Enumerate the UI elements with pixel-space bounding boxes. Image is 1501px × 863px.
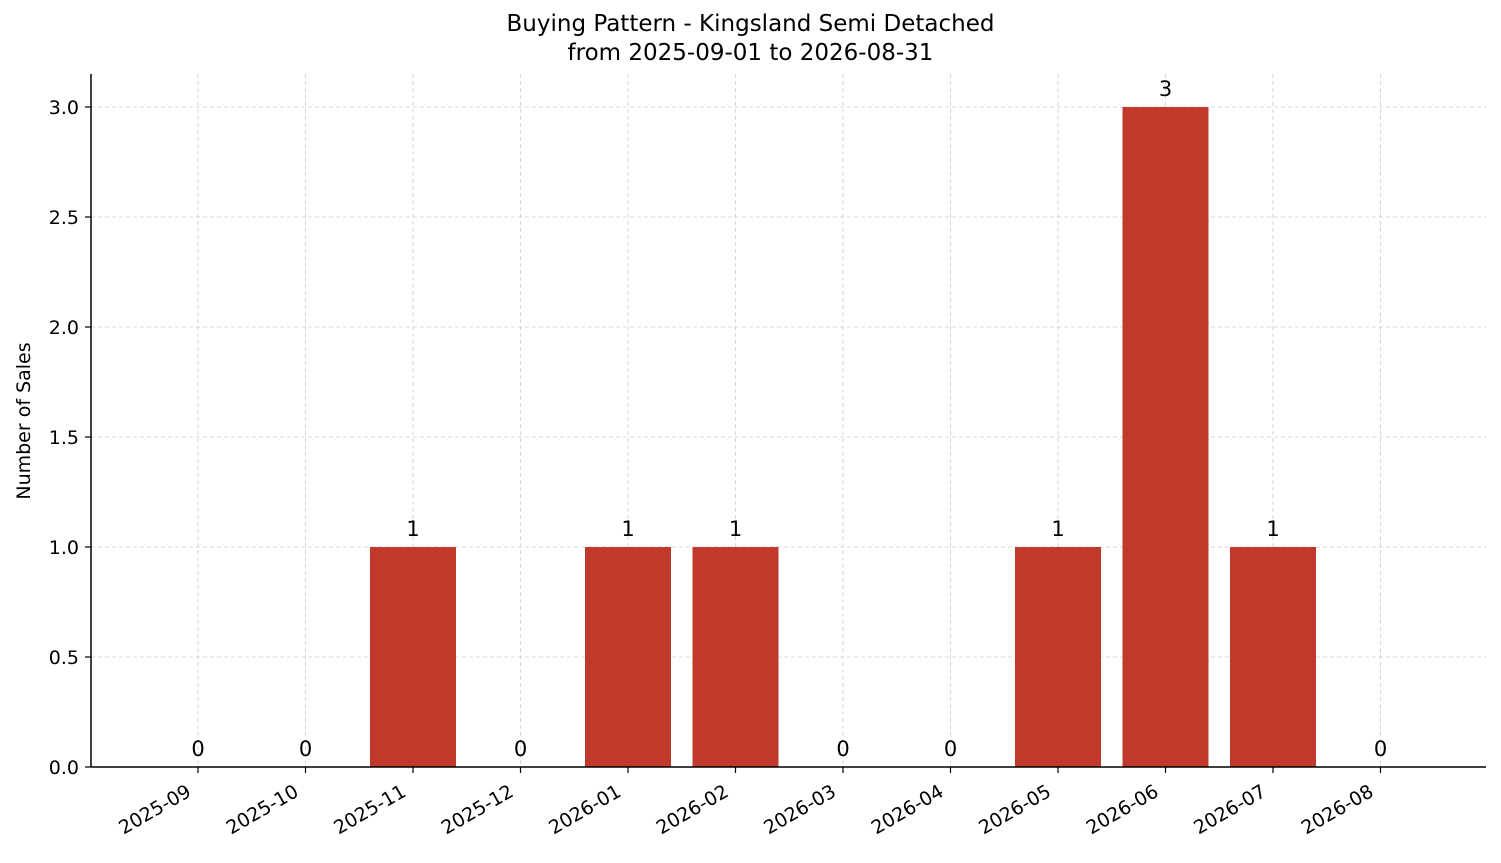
bar-2025-11 <box>370 547 456 767</box>
x-tick-label: 2025-09 <box>115 780 195 839</box>
x-tick-label: 2026-07 <box>1190 780 1270 839</box>
x-tick-label: 2026-03 <box>760 780 840 839</box>
data-label: 0 <box>191 737 204 761</box>
data-label: 1 <box>1266 517 1279 541</box>
x-tick-label: 2026-05 <box>975 780 1055 839</box>
x-tick-label: 2026-06 <box>1083 780 1163 839</box>
data-labels: 0 0 1 0 1 1 0 0 1 3 1 0 <box>191 77 1387 761</box>
data-label: 1 <box>406 517 419 541</box>
y-tick-label: 0.0 <box>49 757 79 779</box>
data-label: 0 <box>299 737 312 761</box>
y-tick-label: 2.5 <box>49 207 79 229</box>
bar-2026-01 <box>585 547 671 767</box>
chart-subtitle: from 2025-09-01 to 2026-08-31 <box>567 40 934 66</box>
data-label: 0 <box>944 737 957 761</box>
bar-2026-06 <box>1122 107 1209 767</box>
chart-title: Buying Pattern - Kingsland Semi Detached <box>506 11 995 37</box>
x-ticks: 2025-09 2025-10 2025-11 2025-12 2026-01 2026-… <box>115 767 1382 839</box>
data-label: 1 <box>621 517 634 541</box>
x-tick-label: 2025-12 <box>438 780 518 839</box>
y-tick-label: 1.5 <box>49 427 79 449</box>
data-label: 0 <box>514 737 527 761</box>
x-tick-label: 2026-02 <box>653 780 733 839</box>
bars <box>370 107 1316 767</box>
y-tick-label: 3.0 <box>49 97 79 119</box>
x-tick-label: 2026-04 <box>868 780 948 839</box>
data-label: 1 <box>1051 517 1064 541</box>
axes <box>90 74 1486 768</box>
y-ticks: 0.0 0.5 1.0 1.5 2.0 2.5 3.0 <box>49 97 91 779</box>
x-tick-label: 2026-08 <box>1298 780 1378 839</box>
data-label: 1 <box>729 517 742 541</box>
y-tick-label: 2.0 <box>49 317 79 339</box>
y-axis-label: Number of Sales <box>13 342 35 499</box>
data-label: 0 <box>1374 737 1387 761</box>
y-tick-label: 1.0 <box>49 537 79 559</box>
x-tick-label: 2025-11 <box>330 780 410 839</box>
data-label: 3 <box>1159 77 1172 101</box>
data-label: 0 <box>836 737 849 761</box>
x-tick-label: 2026-01 <box>545 780 625 839</box>
bar-2026-05 <box>1015 547 1101 767</box>
y-tick-label: 0.5 <box>49 647 79 669</box>
x-tick-label: 2025-10 <box>223 780 303 839</box>
bar-2026-07 <box>1230 547 1316 767</box>
bar-2026-02 <box>692 547 779 767</box>
